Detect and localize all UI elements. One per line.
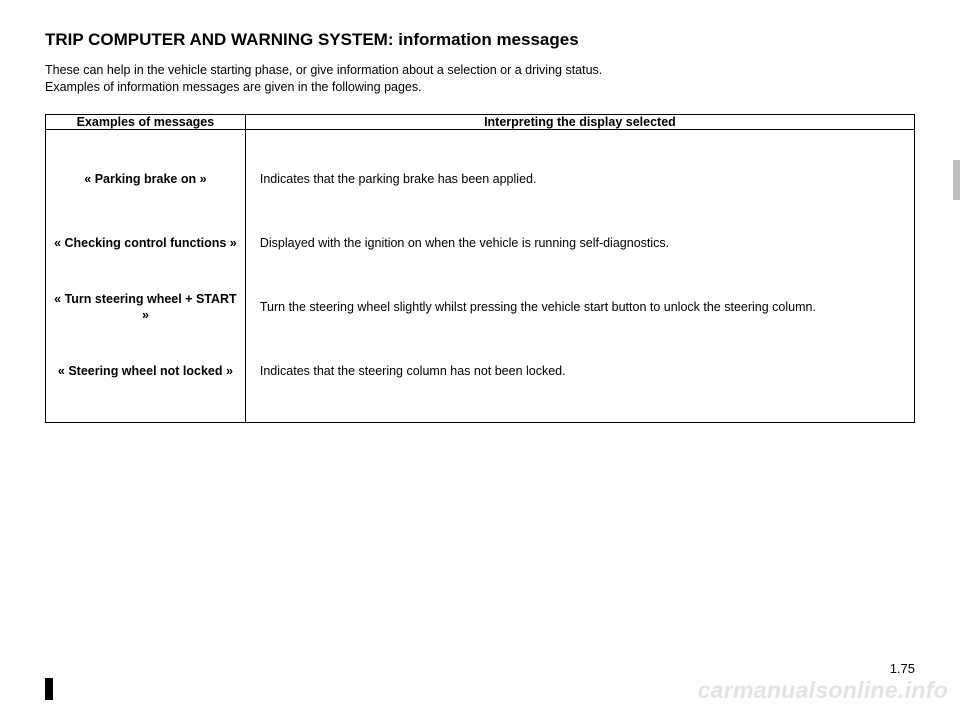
descriptions-column: Indicates that the parking brake has bee…: [245, 129, 914, 422]
message-label: « Turn steering wheel + START »: [52, 276, 239, 340]
intro-line-1: These can help in the vehicle starting p…: [45, 62, 915, 79]
page-number: 1.75: [890, 661, 915, 676]
watermark-text: carmanualsonline.info: [698, 677, 948, 704]
message-description: Displayed with the ignition on when the …: [260, 212, 900, 276]
side-tab-marker: [953, 160, 960, 200]
message-description: Indicates that the steering column has n…: [260, 340, 900, 404]
table-body-row: « Parking brake on » « Checking control …: [46, 129, 915, 422]
message-label: « Parking brake on »: [52, 148, 239, 212]
intro-line-2: Examples of information messages are giv…: [45, 79, 915, 96]
page-title: TRIP COMPUTER AND WARNING SYSTEM: inform…: [45, 30, 915, 50]
messages-table: Examples of messages Interpreting the di…: [45, 114, 915, 423]
header-examples: Examples of messages: [46, 114, 246, 129]
header-interpreting: Interpreting the display selected: [245, 114, 914, 129]
messages-column: « Parking brake on » « Checking control …: [46, 129, 246, 422]
page-content: TRIP COMPUTER AND WARNING SYSTEM: inform…: [0, 0, 960, 423]
message-description: Indicates that the parking brake has bee…: [260, 148, 900, 212]
message-label: « Checking control functions »: [52, 212, 239, 276]
messages-stack: « Parking brake on » « Checking control …: [46, 130, 245, 422]
message-description: Turn the steering wheel slightly whilst …: [260, 276, 900, 340]
table-header-row: Examples of messages Interpreting the di…: [46, 114, 915, 129]
bottom-crop-mark: [45, 678, 53, 700]
descriptions-stack: Indicates that the parking brake has bee…: [246, 130, 914, 422]
intro-text: These can help in the vehicle starting p…: [45, 62, 915, 96]
message-label: « Steering wheel not locked »: [52, 340, 239, 404]
